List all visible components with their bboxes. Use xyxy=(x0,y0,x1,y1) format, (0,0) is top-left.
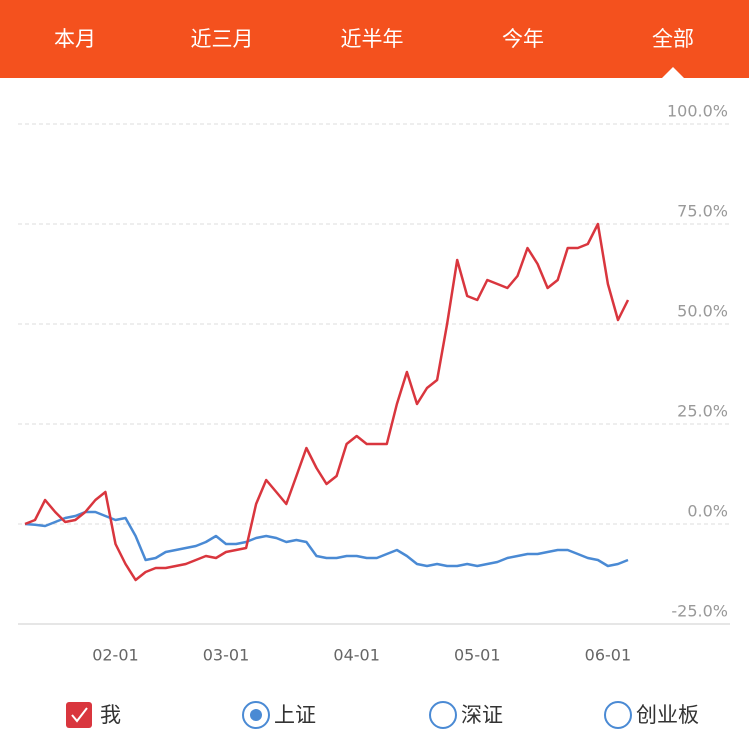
legend-radio-dot xyxy=(250,709,262,721)
legend-label: 我 xyxy=(100,703,121,727)
tab[interactable]: 近半年 xyxy=(341,27,404,51)
legend-label: 上证 xyxy=(274,703,316,727)
tab[interactable]: 本月 xyxy=(54,27,96,51)
y-tick-label: 75.0% xyxy=(677,202,728,221)
x-tick-label: 04-01 xyxy=(333,646,380,665)
series-line xyxy=(24,222,630,582)
y-tick-label: 0.0% xyxy=(687,502,728,521)
series-line xyxy=(24,510,629,568)
legend-check xyxy=(71,707,88,723)
legend-label: 深证 xyxy=(461,703,503,727)
x-tick-label: 03-01 xyxy=(203,646,250,665)
y-tick-label: 50.0% xyxy=(677,302,728,321)
tab[interactable]: 今年 xyxy=(502,27,544,51)
y-tick-label: 25.0% xyxy=(677,402,728,421)
legend-radio[interactable] xyxy=(429,701,457,729)
legend-label: 创业板 xyxy=(636,703,699,727)
y-tick-label: 100.0% xyxy=(667,102,728,121)
legend-checkbox[interactable] xyxy=(66,702,92,728)
x-tick-label: 06-01 xyxy=(585,646,632,665)
x-tick-label: 02-01 xyxy=(92,646,139,665)
tab-indicator xyxy=(662,67,684,78)
legend-radio[interactable] xyxy=(604,701,632,729)
x-tick-label: 05-01 xyxy=(454,646,501,665)
y-tick-label: -25.0% xyxy=(671,602,728,621)
tab[interactable]: 近三月 xyxy=(191,27,254,51)
tab[interactable]: 全部 xyxy=(652,27,694,51)
tab-bar xyxy=(0,0,749,78)
